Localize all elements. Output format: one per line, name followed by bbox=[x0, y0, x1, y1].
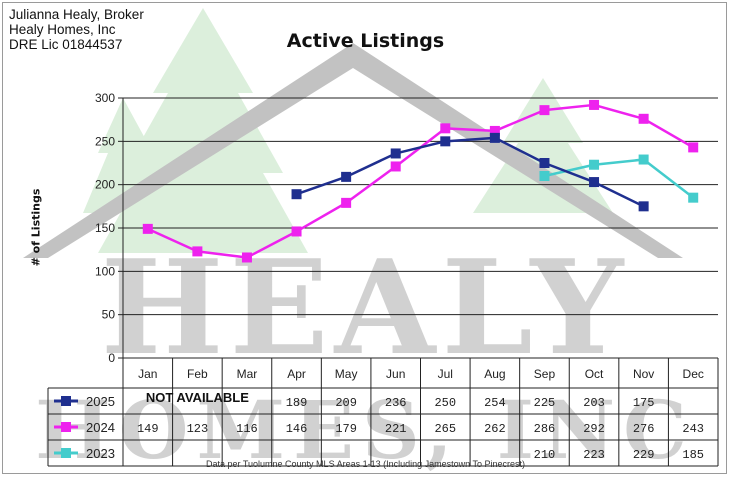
x-category-label: Mar bbox=[237, 367, 258, 381]
data-point bbox=[489, 132, 500, 143]
table-cell-value: 223 bbox=[583, 448, 605, 462]
table-cell-value: 221 bbox=[385, 422, 407, 436]
table-cell-value: 254 bbox=[484, 396, 506, 410]
table-cell-value: 236 bbox=[385, 396, 407, 410]
series-line bbox=[544, 158, 694, 199]
table-cell-value: 203 bbox=[583, 396, 605, 410]
y-tick-label: 50 bbox=[102, 308, 116, 322]
series-line bbox=[296, 136, 645, 208]
table-cell-value: 210 bbox=[534, 448, 556, 462]
legend-series-name: 2025 bbox=[86, 394, 115, 409]
data-point bbox=[440, 123, 451, 134]
x-category-label: Dec bbox=[683, 367, 704, 381]
x-category-label: Apr bbox=[287, 367, 306, 381]
chart-frame: HEALY HOMES, INC Julianna Healy, Broker … bbox=[2, 2, 727, 474]
data-point bbox=[489, 125, 500, 136]
data-point bbox=[589, 159, 600, 170]
table-cell-value: 149 bbox=[137, 422, 159, 436]
data-point bbox=[539, 105, 550, 116]
data-point bbox=[688, 142, 699, 153]
data-point bbox=[341, 197, 352, 208]
table-cell-value: 243 bbox=[682, 422, 704, 436]
data-point bbox=[638, 154, 649, 165]
x-category-label: Nov bbox=[633, 367, 654, 381]
table-cell-value: 265 bbox=[434, 422, 456, 436]
x-category-label: Feb bbox=[187, 367, 208, 381]
table-cell-value: 262 bbox=[484, 422, 506, 436]
y-tick-label: 0 bbox=[108, 351, 115, 365]
license-number: DRE Lic 01844537 bbox=[9, 37, 123, 52]
watermark-logo: HEALY HOMES, INC bbox=[23, 8, 695, 474]
x-category-label: Jul bbox=[438, 367, 453, 381]
data-point bbox=[589, 177, 600, 188]
table-cell-value: 286 bbox=[534, 422, 556, 436]
x-category-label: Aug bbox=[484, 367, 505, 381]
watermark-text-line2: HOMES, INC bbox=[35, 383, 695, 474]
chart-title: Active Listings bbox=[286, 30, 445, 52]
y-tick-label: 250 bbox=[95, 134, 115, 148]
data-point bbox=[291, 189, 302, 200]
data-point bbox=[241, 252, 252, 263]
footnote: Data per Tuolumne County MLS Areas 1-13 … bbox=[206, 459, 525, 469]
table-cell-value: 250 bbox=[434, 396, 456, 410]
table-cell-value: 146 bbox=[286, 422, 308, 436]
y-tick-label: 200 bbox=[95, 178, 115, 192]
broker-name: Julianna Healy, Broker bbox=[9, 7, 144, 22]
line-chart: 0 50 100 150 200 250 300 Jan Feb Mar Apr May Jun Jul… bbox=[47, 91, 719, 467]
legend-marker bbox=[61, 448, 71, 458]
table-cell-value: 185 bbox=[682, 448, 704, 462]
table-cell-value: 189 bbox=[286, 396, 308, 410]
table-cell-value: 175 bbox=[633, 396, 655, 410]
data-point bbox=[291, 226, 302, 237]
table-cell-value: 229 bbox=[633, 448, 655, 462]
data-point bbox=[638, 201, 649, 212]
table-cell-value: 292 bbox=[583, 422, 605, 436]
legend-marker bbox=[61, 422, 71, 432]
company-name: Healy Homes, Inc bbox=[9, 22, 116, 37]
x-category-label: Jan bbox=[138, 367, 157, 381]
table-cell-value: 123 bbox=[187, 422, 209, 436]
y-tick-label: 150 bbox=[95, 221, 115, 235]
x-category-label: Oct bbox=[585, 367, 604, 381]
legend-series-name: 2023 bbox=[86, 446, 115, 461]
data-point bbox=[142, 223, 153, 234]
data-point bbox=[539, 171, 550, 181]
table-note: NOT AVAILABLE bbox=[146, 390, 249, 405]
y-tick-label: 300 bbox=[95, 91, 115, 105]
series-line bbox=[147, 103, 694, 259]
y-tick-label: 100 bbox=[95, 264, 115, 278]
table-cell-value: 179 bbox=[335, 422, 357, 436]
data-point bbox=[539, 158, 550, 168]
table-cell-value: 116 bbox=[236, 422, 258, 436]
data-point bbox=[638, 113, 649, 124]
data-point bbox=[589, 99, 600, 110]
data-point bbox=[192, 246, 203, 257]
data-point bbox=[390, 148, 401, 159]
table-cell-value: 276 bbox=[633, 422, 655, 436]
table-cell-value: 209 bbox=[335, 396, 357, 410]
legend-series-name: 2024 bbox=[86, 420, 115, 435]
data-point bbox=[341, 171, 352, 182]
data-point bbox=[390, 161, 401, 172]
x-category-label: May bbox=[335, 367, 358, 381]
x-category-label: Sep bbox=[534, 367, 556, 381]
legend-marker bbox=[61, 396, 71, 406]
x-category-label: Jun bbox=[386, 367, 405, 381]
data-point bbox=[688, 192, 699, 203]
table-cell-value: 225 bbox=[534, 396, 556, 410]
data-point bbox=[440, 136, 451, 147]
